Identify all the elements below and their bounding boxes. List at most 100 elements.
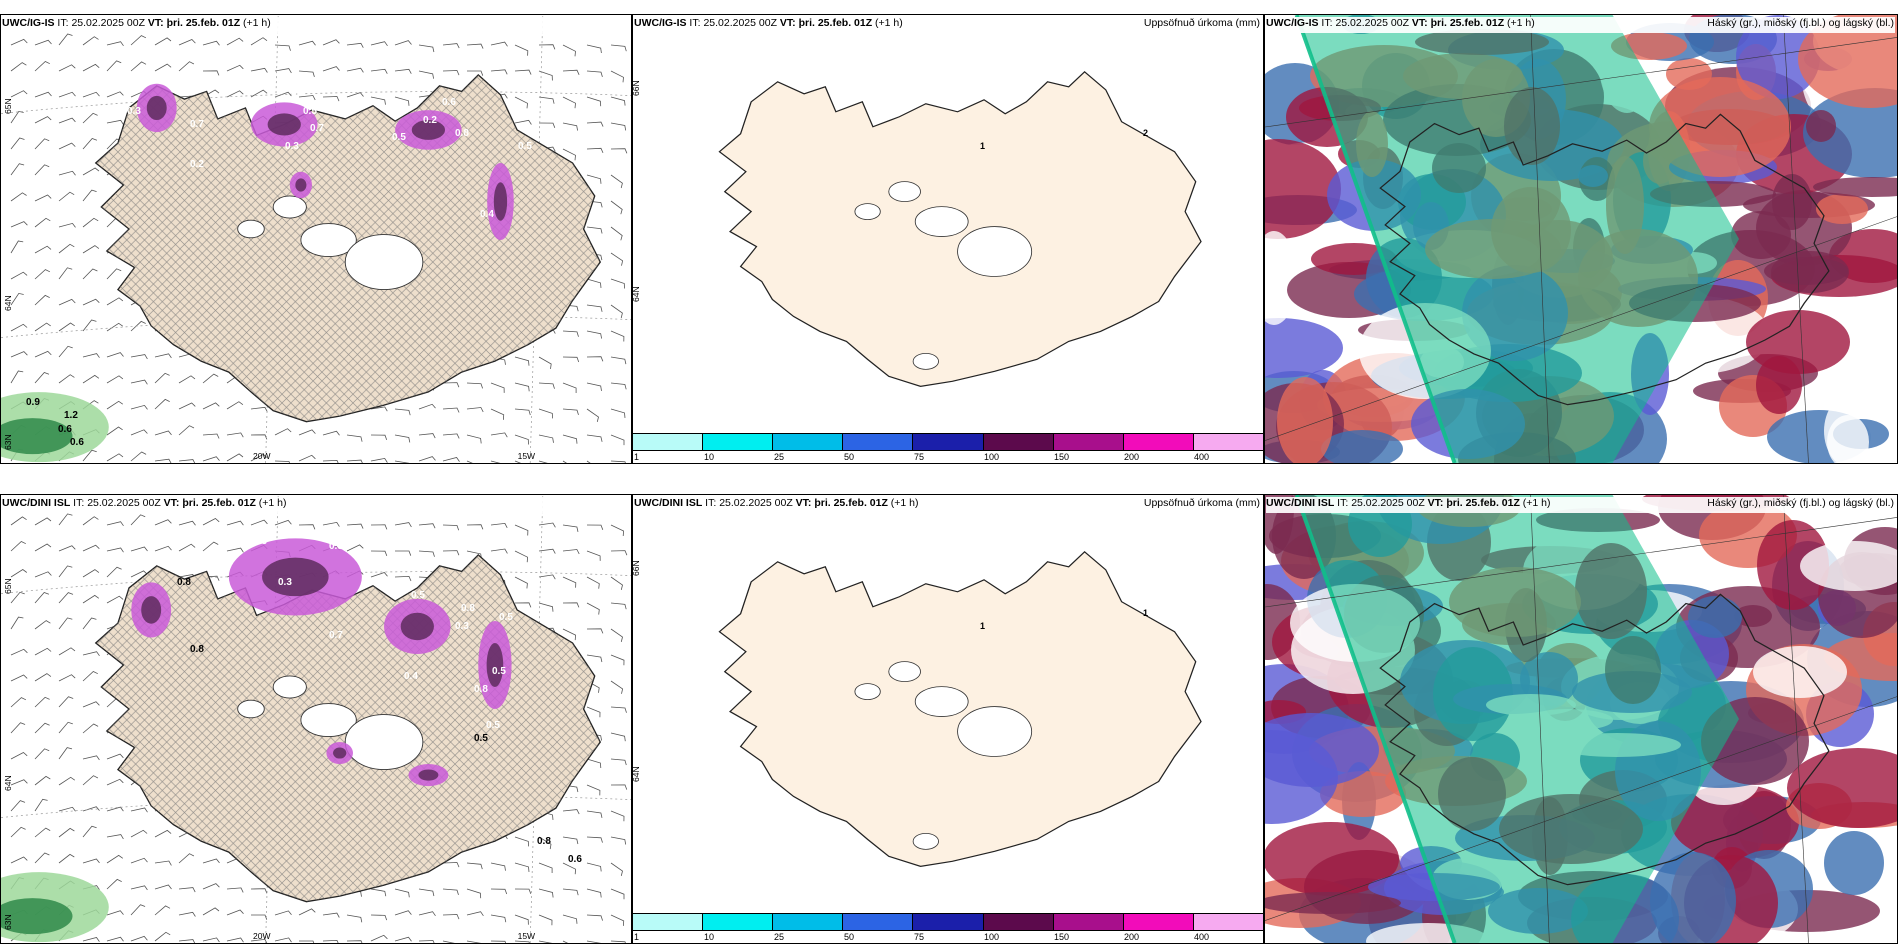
precip-value-label: 0.7 bbox=[190, 119, 204, 130]
wind-barb bbox=[514, 914, 529, 925]
lat-tick-label: 63N bbox=[3, 433, 13, 450]
wind-barb bbox=[538, 862, 553, 873]
wind-barb bbox=[442, 914, 460, 920]
wind-barb bbox=[466, 940, 482, 943]
precip-area-heavy bbox=[411, 120, 446, 140]
wind-barb bbox=[82, 353, 100, 358]
wind-barb bbox=[34, 827, 51, 838]
graticule bbox=[1265, 495, 1897, 943]
model-name: UWC/DINI ISL bbox=[634, 497, 703, 509]
wind-barb bbox=[58, 142, 76, 150]
wind-barb bbox=[442, 888, 459, 896]
wind-barb bbox=[274, 460, 290, 463]
wind-barb bbox=[370, 434, 388, 441]
wind-barb bbox=[298, 429, 316, 436]
wind-barb bbox=[370, 41, 388, 47]
colorbar-label: 75 bbox=[914, 452, 925, 462]
panel-header: UWC/DINI ISL IT: 25.02.2025 00Z VT: þri.… bbox=[634, 497, 1261, 513]
map-canvas bbox=[1265, 495, 1897, 943]
colorbar-labels: 1 10 25 50 75 100 150 200 400 bbox=[633, 932, 1263, 943]
precip-value-label: 0.5 bbox=[411, 590, 425, 601]
panel-header-left: UWC/DINI ISL IT: 25.02.2025 00Z VT: þri.… bbox=[2, 497, 287, 513]
wind-barb bbox=[82, 617, 97, 630]
wind-barb bbox=[466, 43, 484, 49]
cloud-cell bbox=[1688, 596, 1742, 638]
wind-barb bbox=[586, 654, 603, 663]
wind-barb bbox=[10, 38, 28, 46]
precip-value-label: 0.4 bbox=[291, 88, 305, 99]
wind-barb bbox=[10, 591, 25, 604]
wind-barb bbox=[178, 39, 196, 46]
precip-area-heavy bbox=[262, 557, 329, 597]
precip-value-label: 0.6 bbox=[70, 437, 84, 448]
wind-barb bbox=[586, 602, 600, 615]
precip-area-heavy bbox=[418, 769, 439, 781]
wind-barb bbox=[586, 226, 603, 234]
wind-barb bbox=[514, 862, 530, 872]
glacier bbox=[854, 683, 881, 700]
wind-barb bbox=[58, 267, 73, 280]
valid-time-value: þri. 25.feb. 01Z bbox=[166, 17, 241, 29]
valid-time-value: þri. 25.feb. 01Z bbox=[1430, 17, 1505, 29]
wind-barb bbox=[130, 935, 148, 942]
wind-barb bbox=[58, 117, 76, 124]
wind-barb bbox=[562, 888, 579, 896]
wind-barb bbox=[394, 40, 412, 46]
wind-barb bbox=[106, 910, 124, 916]
precip-value-label: 0.3 bbox=[329, 514, 343, 525]
glacier bbox=[888, 661, 921, 683]
precip-value-label: 0.8 bbox=[455, 128, 469, 139]
wind-barb bbox=[274, 519, 292, 526]
wind-barb bbox=[586, 434, 603, 442]
wind-barb bbox=[586, 888, 602, 898]
wind-barb bbox=[586, 70, 603, 78]
wind-barb bbox=[58, 298, 76, 306]
precip-value-label: 0.5 bbox=[518, 141, 532, 152]
wind-barb bbox=[322, 66, 340, 72]
wind-barb bbox=[82, 544, 100, 552]
wind-barb bbox=[130, 379, 148, 385]
wind-barb bbox=[10, 722, 26, 734]
wind-barb bbox=[130, 807, 148, 813]
wind-barb bbox=[202, 70, 220, 76]
init-time-label: IT: bbox=[1321, 17, 1333, 29]
wind-barb bbox=[10, 541, 26, 552]
init-time-label: IT: bbox=[57, 17, 69, 29]
wind-barb bbox=[34, 620, 51, 630]
wind-barb bbox=[34, 798, 48, 812]
wind-barb bbox=[154, 353, 172, 359]
wind-barb bbox=[10, 800, 26, 812]
wind-barb bbox=[538, 888, 554, 898]
wind-barb bbox=[442, 407, 460, 413]
wind-barb bbox=[226, 432, 244, 438]
wind-barb bbox=[394, 936, 412, 942]
panel-cloud-cover-dini: UWC/DINI ISL IT: 25.02.2025 00Z VT: þri.… bbox=[1264, 494, 1898, 944]
contour-value-label: 1 bbox=[1143, 608, 1148, 618]
panel-header: UWC/IG-IS IT: 25.02.2025 00Z VT: þri. 25… bbox=[634, 17, 1261, 33]
wind-barb bbox=[58, 565, 73, 578]
wind-barb bbox=[442, 862, 460, 868]
wind-barb bbox=[418, 403, 436, 410]
wind-barb bbox=[10, 826, 26, 838]
wind-barb bbox=[202, 541, 219, 552]
glacier bbox=[914, 686, 969, 717]
wind-barb bbox=[586, 706, 601, 718]
wind-barb bbox=[178, 887, 196, 893]
colorbar-swatch bbox=[1052, 914, 1123, 930]
precip-value-label: 0.3 bbox=[329, 541, 343, 552]
wind-barb bbox=[202, 883, 220, 890]
cloud-cell bbox=[1806, 110, 1836, 142]
wind-barb bbox=[514, 550, 529, 563]
wind-barb bbox=[178, 543, 196, 552]
iceland-land bbox=[94, 73, 602, 423]
init-time-label: IT: bbox=[1337, 497, 1349, 509]
init-time-label: IT: bbox=[705, 497, 717, 509]
wind-barb bbox=[370, 888, 387, 897]
wind-barb bbox=[34, 164, 50, 176]
panel-accum-precip-dini: 1 1 66N 64N 1 10 25 50 75 100 150 200 400 UWC/DINI IS… bbox=[632, 494, 1264, 944]
wind-barb bbox=[346, 459, 363, 463]
colorbar-swatch bbox=[982, 914, 1053, 930]
wind-barb bbox=[514, 836, 529, 847]
cloud-cell bbox=[1816, 194, 1868, 224]
wind-barb bbox=[10, 323, 28, 332]
